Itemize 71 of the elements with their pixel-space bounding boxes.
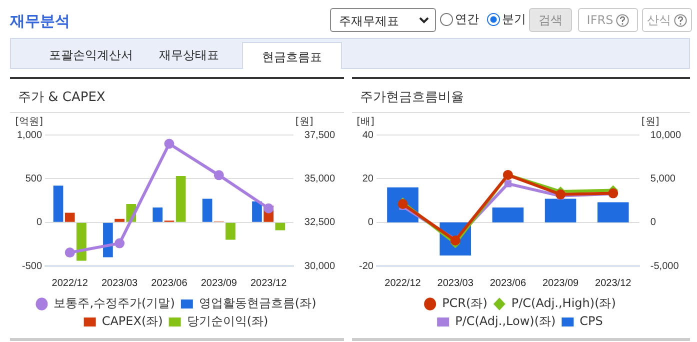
point [64,248,75,258]
y-tick-label: 1,000 [16,130,42,141]
point [114,238,125,248]
text: IFRS [586,13,614,27]
text: 재무상태표 [159,47,219,64]
x-tick-label: 2023/03 [101,278,138,289]
y-tick-label: 0 [368,217,374,228]
x-tick-label: 2023/09 [542,278,580,289]
bar [53,186,64,222]
text: 산식 [647,13,671,27]
point [556,189,566,200]
x-tick-label: 2023/12 [250,278,288,289]
chart-title: 주가현금흐름비율 [360,89,464,106]
legend-label: CAPEX(좌) [102,314,163,328]
bar [103,222,113,258]
bar [152,207,163,222]
legend-label: 보통주,수정주가(기말) [54,296,175,310]
y-tick-label: -20 [359,260,374,272]
bar [492,207,524,222]
x-tick-label: 2023/06 [151,278,188,289]
legend-label: 당기순이익(좌) [186,314,268,328]
point [264,203,274,214]
point [164,138,174,149]
text: 검색 [529,8,572,32]
x-tick-label: 2023/03 [437,278,474,289]
text: 재무분석 [10,12,70,31]
y-tick-label: 20 [362,173,374,184]
legend-label: CPS [580,314,603,328]
y2-tick-label: 10,000 [650,130,682,141]
y-tick-label: 40 [362,130,374,141]
bar [252,201,262,222]
y2-tick-label: 37,500 [304,130,336,141]
y2-axis-title: [원] [641,116,660,128]
point [214,170,224,180]
y2-tick-label: 30,000 [304,260,336,272]
chart-title: 주가 & CAPEX [18,89,106,106]
y2-tick-label: 5,000 [650,173,676,184]
y2-tick-label: 0 [650,217,656,228]
text: 분기 [502,11,526,28]
y2-tick-label: -5,000 [650,260,680,272]
bar [76,222,86,261]
legend-label: PCR(좌) [442,296,488,310]
legend-label: P/C(Adj.,High)(좌) [511,296,616,310]
legend-label: P/C(Adj.,Low)(좌) [455,314,556,328]
y-axis-title: [배] [356,116,375,128]
y-axis-title: [억원] [15,116,44,128]
x-tick-label: 2023/06 [490,278,526,289]
y2-tick-label: 32,500 [304,217,336,228]
x-tick-label: 2023/12 [595,278,632,289]
bar [275,222,286,230]
bar [114,218,124,222]
bar [202,198,212,222]
bar [597,202,629,222]
bar [176,176,186,222]
x-tick-label: 2022/12 [52,278,88,289]
text: 포괄손익계산서 [49,47,133,64]
y-tick-label: 0 [36,217,42,228]
x-tick-label: 2022/12 [384,278,422,289]
text: 연간 [455,11,479,28]
y2-tick-label: 35,000 [304,173,336,184]
text: 주재무제표 [339,13,399,30]
y-tick-label: 500 [25,173,42,184]
bar [544,198,576,222]
x-tick-label: 2023/09 [200,278,238,289]
y-tick-label: -500 [22,260,42,272]
text: 현금흐름표 [261,49,323,66]
point [504,180,512,188]
bar [64,212,75,222]
bar [226,222,236,240]
legend-label: 영업활동현금흐름(좌) [198,296,316,310]
y2-axis-title: [원] [295,116,314,128]
